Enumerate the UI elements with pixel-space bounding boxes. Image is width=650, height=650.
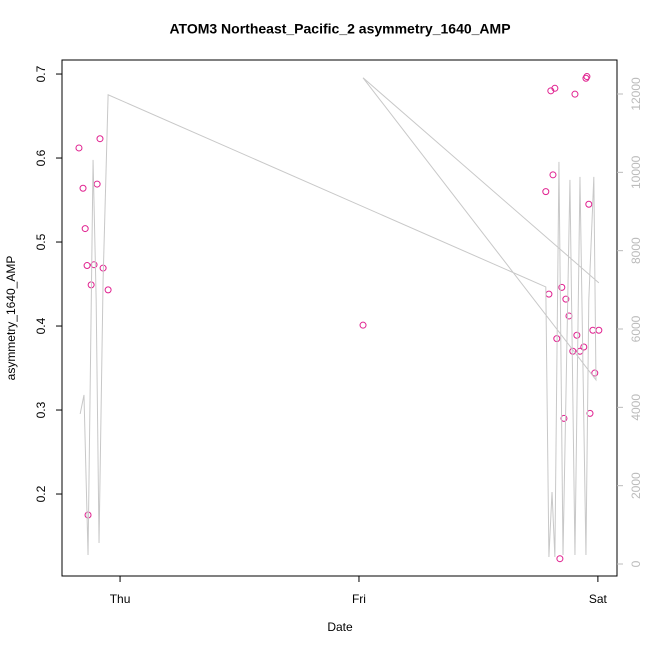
point bbox=[83, 262, 91, 270]
point bbox=[573, 331, 581, 339]
point bbox=[580, 343, 588, 351]
chart-title: ATOM3 Northeast_Pacific_2 asymmetry_1640… bbox=[169, 21, 510, 37]
point bbox=[79, 184, 87, 192]
x-tick-label: Thu bbox=[110, 592, 131, 606]
y2-tick-label: 10000 bbox=[629, 155, 643, 189]
x-axis-label: Date bbox=[327, 620, 353, 634]
point bbox=[571, 90, 579, 98]
x-tick-label: Sat bbox=[589, 592, 608, 606]
point bbox=[542, 188, 550, 196]
y-tick-label: 0.7 bbox=[34, 65, 48, 82]
point bbox=[359, 321, 367, 329]
point bbox=[104, 286, 112, 294]
x-tick-label: Fri bbox=[352, 592, 366, 606]
point bbox=[585, 200, 593, 208]
y2-tick-label: 6000 bbox=[629, 315, 643, 342]
point bbox=[549, 171, 557, 179]
y-axis-label: asymmetry_1640_AMP bbox=[4, 256, 18, 381]
point bbox=[586, 409, 594, 417]
point bbox=[551, 84, 559, 92]
y-tick-label: 0.4 bbox=[34, 317, 48, 334]
point bbox=[569, 347, 577, 355]
y-tick-label: 0.2 bbox=[34, 485, 48, 502]
y-tick-label: 0.3 bbox=[34, 401, 48, 418]
point bbox=[81, 225, 89, 233]
y2-tick-label: 0 bbox=[629, 560, 643, 567]
line bbox=[79, 77, 600, 558]
point bbox=[96, 135, 104, 143]
y2-tick-label: 4000 bbox=[629, 394, 643, 421]
y-tick-label: 0.5 bbox=[34, 233, 48, 250]
point bbox=[90, 261, 98, 269]
point bbox=[583, 73, 591, 81]
y2-tick-label: 2000 bbox=[629, 472, 643, 499]
point bbox=[558, 283, 566, 291]
point bbox=[562, 295, 570, 303]
point bbox=[591, 369, 599, 377]
point bbox=[560, 414, 568, 422]
plot-frame bbox=[61, 59, 618, 577]
point bbox=[75, 144, 83, 152]
y2-tick-label: 12000 bbox=[629, 77, 643, 111]
point bbox=[93, 180, 101, 188]
y-tick-label: 0.6 bbox=[34, 149, 48, 166]
y2-tick-label: 8000 bbox=[629, 237, 643, 264]
point bbox=[556, 555, 564, 563]
